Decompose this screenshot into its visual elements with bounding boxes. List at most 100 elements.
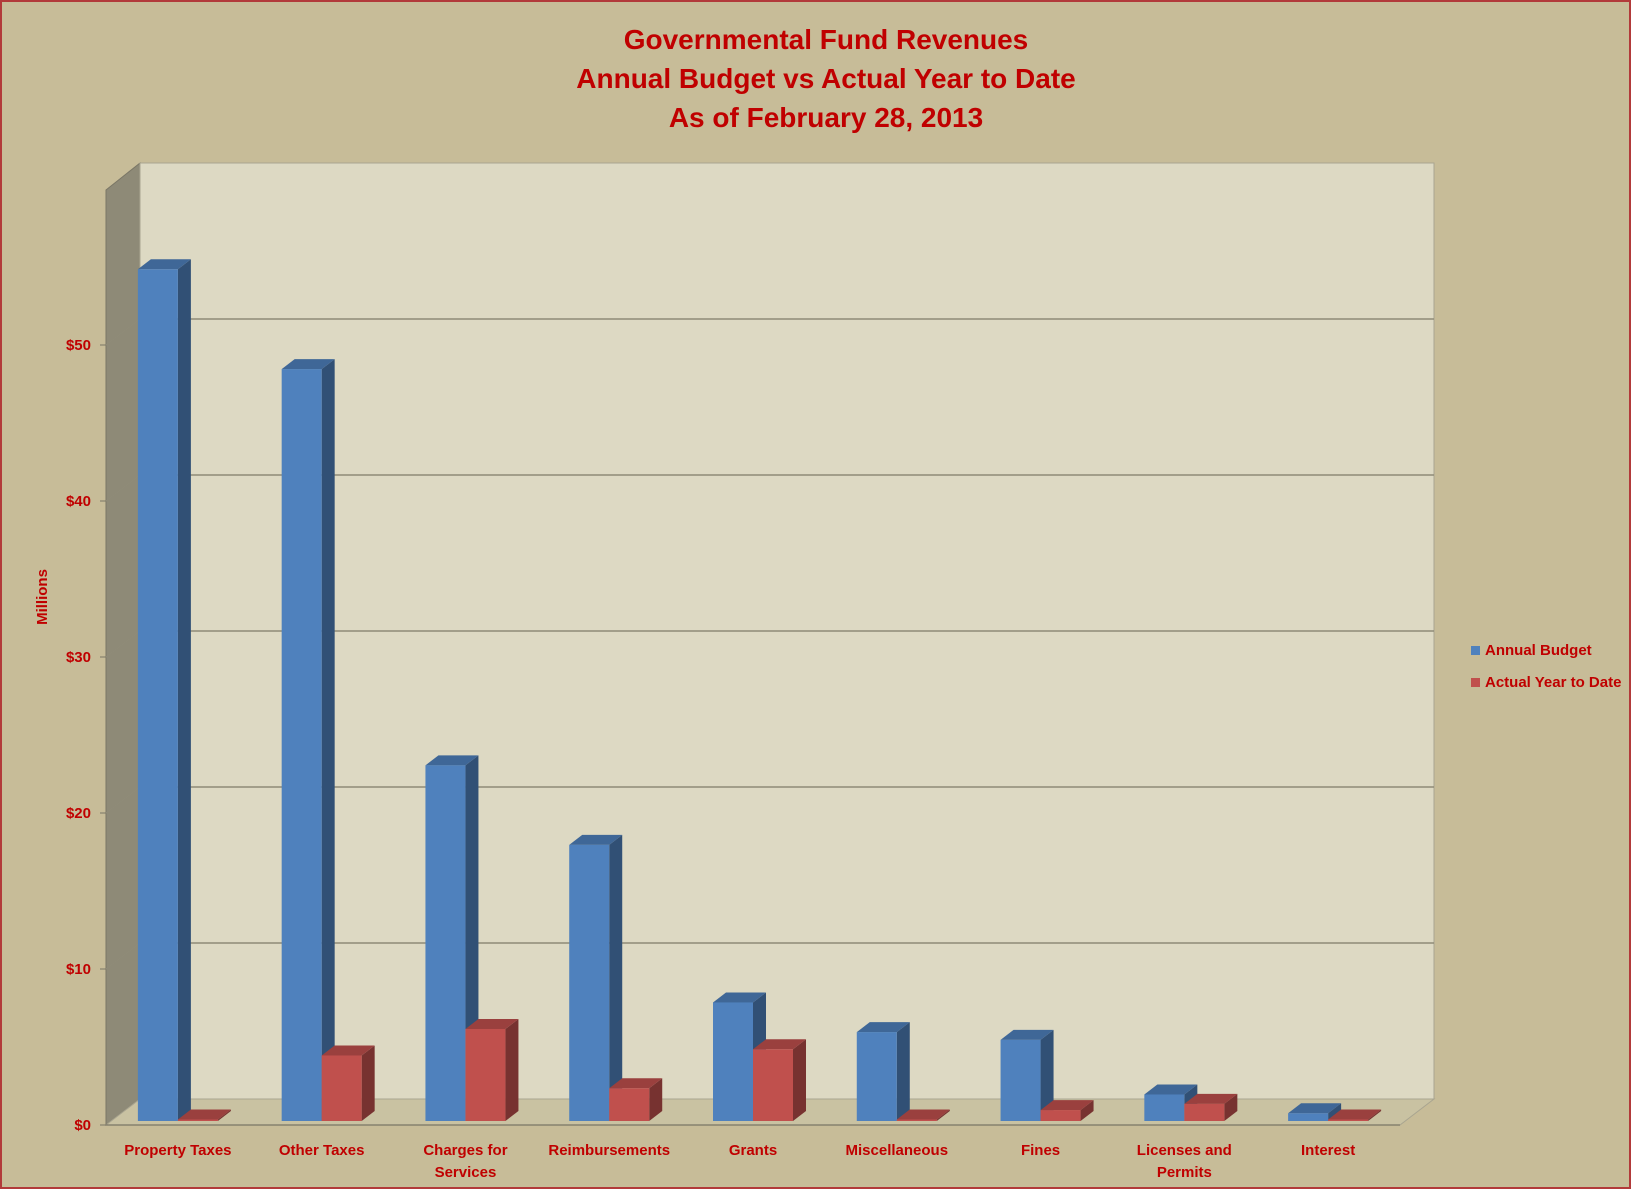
- bars: [137, 259, 1382, 1122]
- bar-side: [936, 1109, 950, 1121]
- x-tick-label: Property Taxes: [124, 1142, 231, 1159]
- bar-top: [896, 1109, 950, 1120]
- bar-top: [1040, 1100, 1094, 1111]
- bar-front: [896, 1119, 937, 1121]
- bar-front: [569, 844, 610, 1121]
- bar-top: [609, 1078, 663, 1089]
- bar-side: [1328, 1103, 1342, 1121]
- bar-side: [505, 1018, 519, 1121]
- chart-title: Governmental Fund Revenues Annual Budget …: [576, 24, 1075, 133]
- x-tick-label: Charges for: [423, 1142, 507, 1159]
- y-axis: $0 $10 $20 $30 $40 $50: [66, 337, 1400, 1134]
- bar-side: [793, 1039, 806, 1121]
- x-tick-label: Permits: [1157, 1164, 1212, 1181]
- bar-top: [1184, 1093, 1238, 1104]
- bar-side: [321, 359, 335, 1122]
- bar-top: [177, 1109, 231, 1120]
- bar-top: [1000, 1029, 1054, 1040]
- bar-top: [321, 1045, 375, 1056]
- x-axis: Property Taxes Other Taxes Charges for Serv…: [124, 1142, 1355, 1181]
- x-tick-label: Reimbursements: [548, 1142, 670, 1159]
- chart-title-line: As of February 28, 2013: [669, 102, 983, 133]
- bar-budget: [1000, 1029, 1054, 1121]
- bar-budget: [137, 259, 191, 1121]
- bar-actual: [1040, 1100, 1094, 1121]
- y-tick-label: $30: [66, 649, 91, 666]
- bar-actual: [177, 1109, 231, 1121]
- bar-actual: [753, 1039, 806, 1121]
- bar-front: [465, 1028, 506, 1121]
- bar-top: [569, 834, 623, 845]
- legend-swatch: [1471, 678, 1480, 687]
- legend: Annual Budget Actual Year to Date: [1471, 642, 1621, 691]
- bar-top: [856, 1022, 910, 1033]
- bar-top: [465, 1018, 519, 1029]
- bar-actual: [465, 1018, 519, 1121]
- legend-label: Annual Budget: [1485, 642, 1592, 659]
- bar-top: [1328, 1109, 1382, 1120]
- gridline-side: [105, 786, 141, 814]
- bar-side: [1224, 1093, 1238, 1121]
- gridline-side: [105, 318, 141, 346]
- bar-top: [281, 359, 335, 370]
- x-tick-label: Fines: [1021, 1142, 1060, 1159]
- bar-side: [609, 834, 623, 1121]
- bar-front: [1328, 1119, 1369, 1121]
- bar-budget: [569, 834, 623, 1121]
- x-tick-label: Other Taxes: [279, 1142, 365, 1159]
- bar-front: [1040, 1110, 1081, 1121]
- y-tick-label: $10: [66, 961, 91, 978]
- x-tick-label: Licenses and: [1137, 1142, 1232, 1159]
- bar-front: [1184, 1103, 1225, 1121]
- bar-top: [1288, 1103, 1342, 1114]
- bar-top: [137, 259, 191, 270]
- bar-front: [1000, 1039, 1041, 1121]
- bar-budget: [856, 1022, 910, 1121]
- bar-front: [713, 1002, 753, 1121]
- bar-top: [713, 992, 766, 1003]
- bar-side: [1080, 1100, 1094, 1121]
- bar-front: [177, 1119, 218, 1121]
- bar-actual: [1184, 1093, 1238, 1121]
- gridlines: [105, 318, 1434, 970]
- x-tick-label: Grants: [729, 1142, 777, 1159]
- gridline-side: [105, 474, 141, 502]
- bar-front: [321, 1055, 362, 1121]
- y-tick-label: $40: [66, 493, 91, 510]
- bar-front: [1144, 1094, 1185, 1121]
- x-tick-label: Interest: [1301, 1142, 1355, 1159]
- bar-front: [281, 369, 322, 1122]
- legend-swatch: [1471, 646, 1480, 655]
- bar-front: [753, 1049, 793, 1121]
- bar-actual: [1328, 1109, 1382, 1121]
- gridline-side: [105, 942, 141, 970]
- y-axis-title: Millions: [34, 569, 51, 625]
- bar-side: [896, 1022, 910, 1121]
- bar-actual: [896, 1109, 950, 1121]
- x-tick-label: Services: [435, 1164, 497, 1181]
- bar-side: [649, 1078, 663, 1121]
- y-tick-label: $50: [66, 337, 91, 354]
- bar-side: [1368, 1109, 1382, 1121]
- bar-side: [1040, 1029, 1054, 1121]
- bar-actual: [609, 1078, 663, 1121]
- y-tick-label: $0: [74, 1117, 91, 1134]
- gridline-side: [105, 630, 141, 658]
- bar-front: [1288, 1113, 1329, 1121]
- bar-budget: [1288, 1103, 1342, 1121]
- legend-label: Actual Year to Date: [1485, 674, 1621, 691]
- chart-title-line: Annual Budget vs Actual Year to Date: [576, 63, 1075, 94]
- bar-top: [753, 1039, 806, 1050]
- bar-front: [856, 1032, 897, 1121]
- bar-front: [609, 1088, 650, 1121]
- chart-title-line: Governmental Fund Revenues: [624, 24, 1029, 55]
- y-tick-label: $20: [66, 805, 91, 822]
- bar-top: [1144, 1084, 1198, 1095]
- x-tick-label: Miscellaneous: [846, 1142, 949, 1159]
- bar-front: [137, 269, 178, 1121]
- bar-side: [361, 1045, 375, 1121]
- bar-side: [217, 1109, 231, 1121]
- bar-budget: [281, 359, 335, 1122]
- bar-front: [425, 765, 466, 1121]
